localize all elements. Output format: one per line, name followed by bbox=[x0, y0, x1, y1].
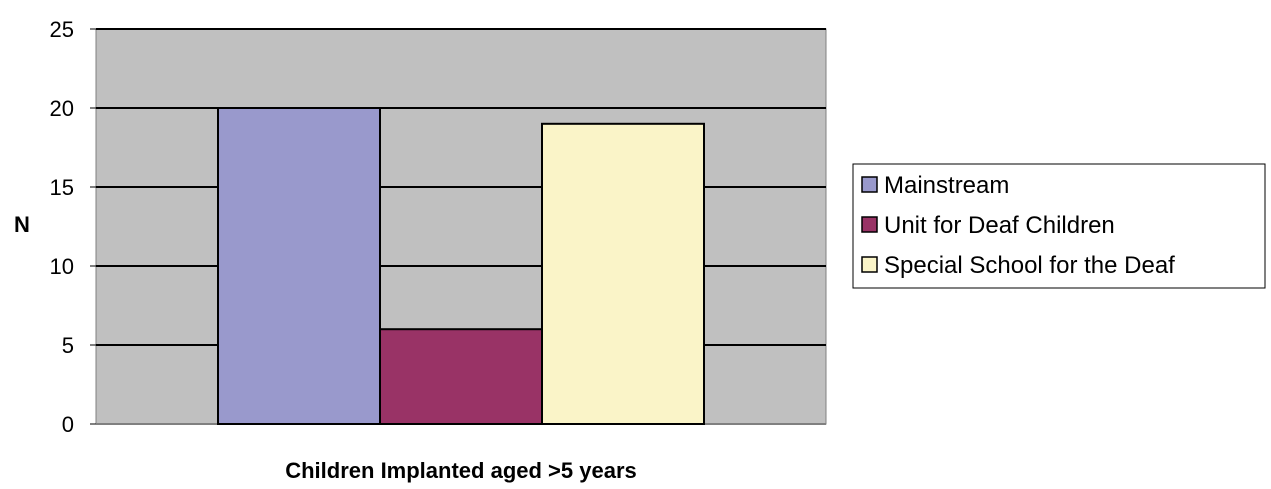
y-axis-title: N bbox=[14, 212, 30, 237]
y-tick-label: 15 bbox=[50, 175, 74, 200]
bar-special-school-for-the-deaf bbox=[541, 122, 705, 426]
legend-label: Mainstream bbox=[884, 172, 1009, 199]
y-tick-label: 0 bbox=[62, 412, 74, 437]
legend: Mainstream Unit for Deaf Children Special … bbox=[852, 163, 1266, 289]
y-axis-ticks: 0 5 10 15 20 25 bbox=[50, 17, 96, 437]
x-axis-title: Children Implanted aged >5 years bbox=[285, 458, 637, 483]
legend-swatch bbox=[861, 216, 878, 233]
y-tick-label: 10 bbox=[50, 254, 74, 279]
y-tick-label: 20 bbox=[50, 96, 74, 121]
y-tick-label: 5 bbox=[62, 333, 74, 358]
legend-swatch bbox=[861, 176, 878, 193]
legend-label: Unit for Deaf Children bbox=[884, 212, 1115, 239]
bar-mainstream bbox=[217, 107, 381, 425]
bars bbox=[217, 107, 705, 426]
legend-swatch bbox=[861, 256, 878, 273]
legend-label: Special School for the Deaf bbox=[884, 252, 1175, 279]
y-tick-label: 25 bbox=[50, 17, 74, 42]
legend-box bbox=[852, 163, 1266, 289]
bar-unit-for-deaf-children bbox=[379, 328, 543, 426]
